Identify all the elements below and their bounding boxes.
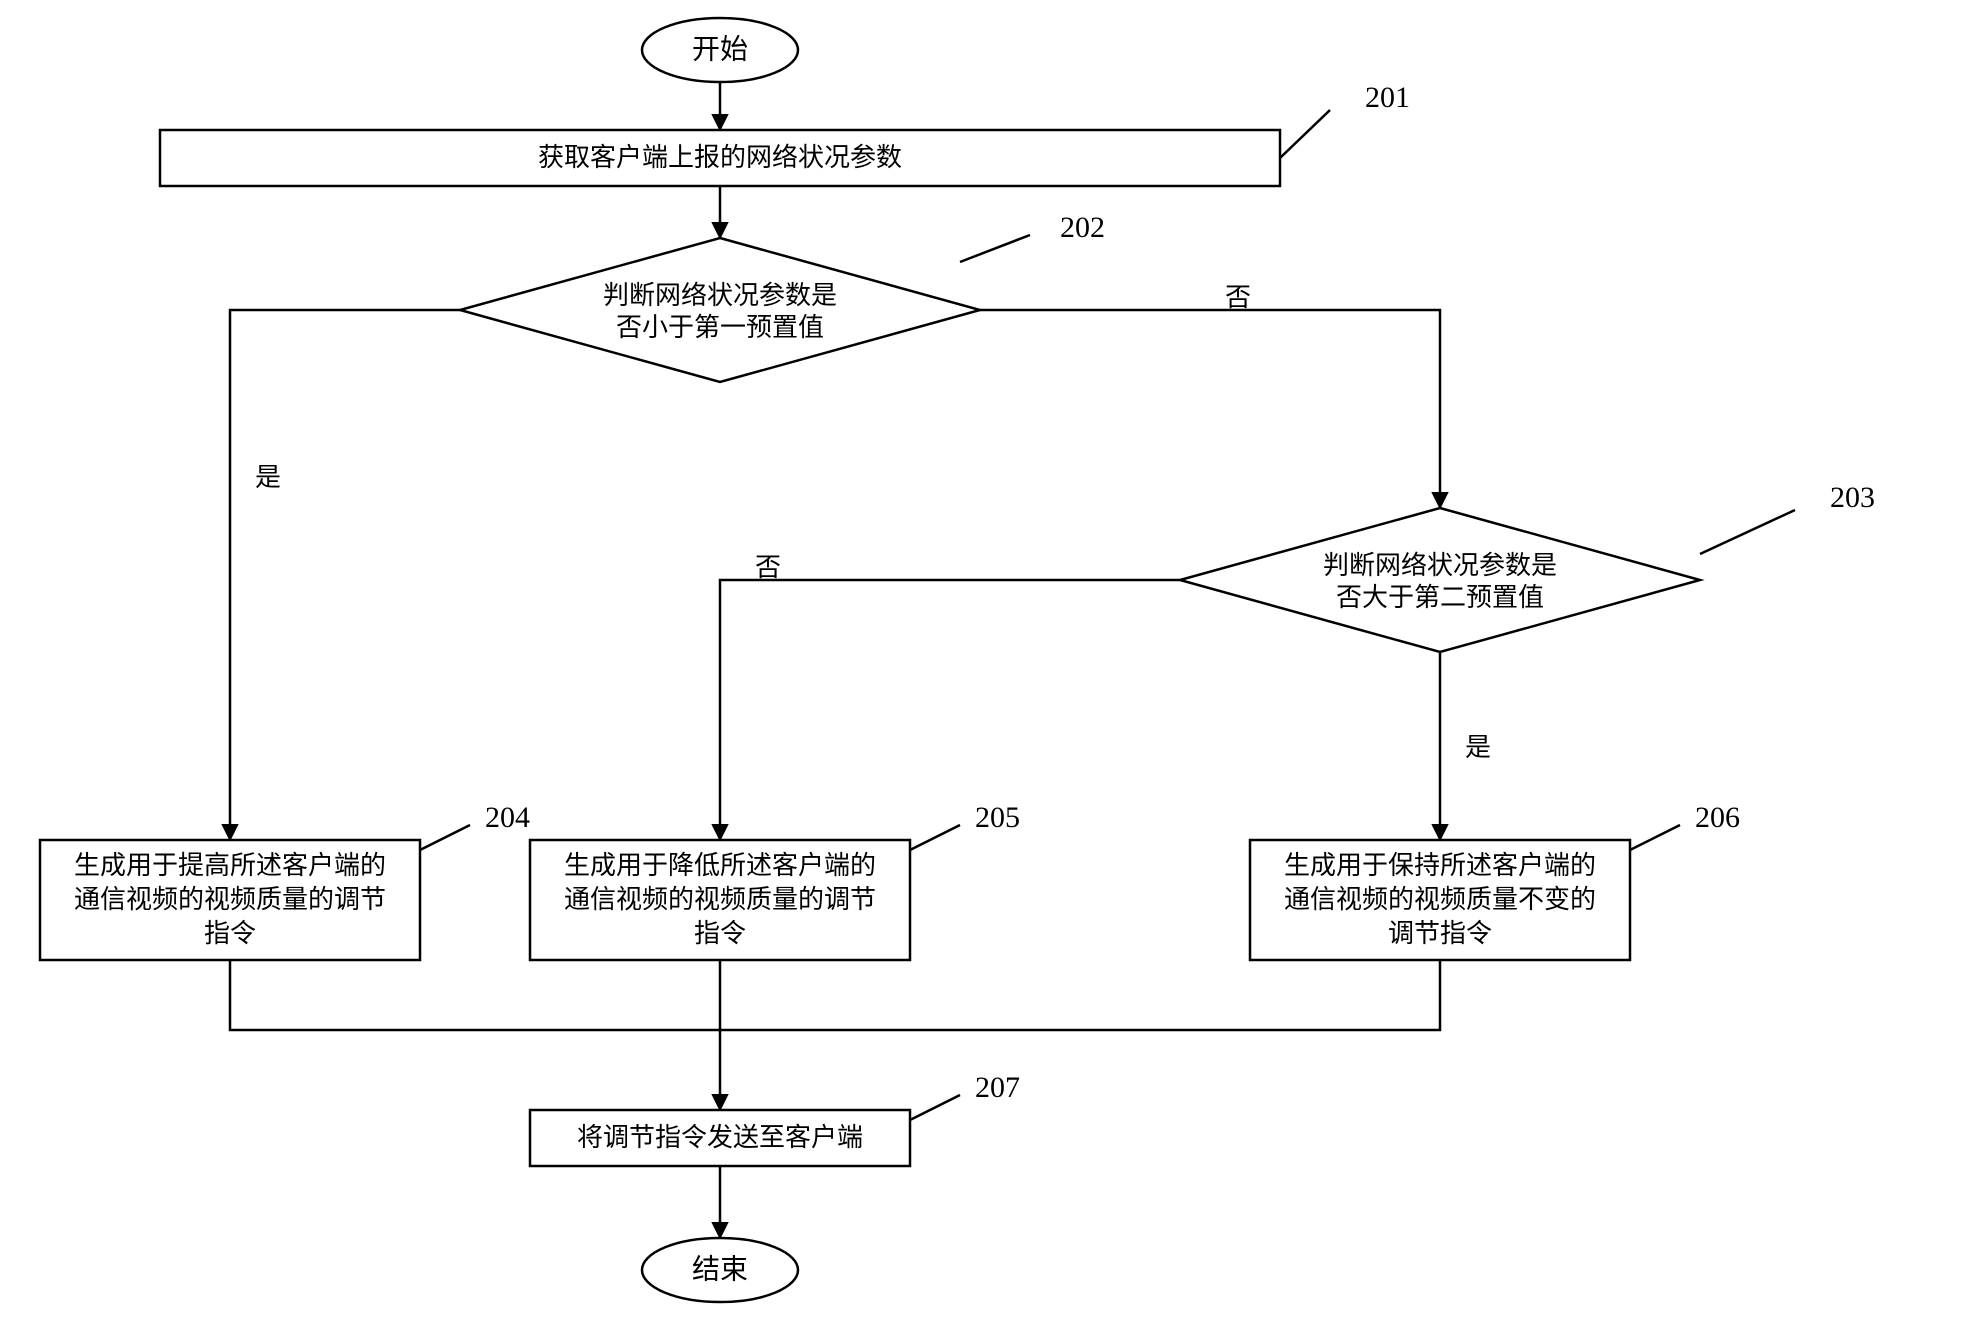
decision-202-callout: [960, 235, 1030, 262]
svg-text:否小于第一预置值: 否小于第一预置值: [616, 313, 824, 342]
svg-text:通信视频的视频质量的调节: 通信视频的视频质量的调节: [564, 885, 876, 914]
edge-202-yes: 是: [230, 310, 460, 840]
svg-text:生成用于保持所述客户端的: 生成用于保持所述客户端的: [1284, 851, 1596, 880]
edge-label: 否: [1225, 283, 1251, 312]
step-205-callout: [910, 825, 960, 850]
decision-203: [1180, 508, 1700, 652]
svg-text:指令: 指令: [694, 919, 746, 948]
svg-text:通信视频的视频质量的调节: 通信视频的视频质量的调节: [74, 885, 386, 914]
callout-number: 203: [1830, 481, 1875, 514]
svg-text:判断网络状况参数是: 判断网络状况参数是: [1323, 551, 1557, 580]
edge-label: 是: [255, 463, 281, 492]
step-201-callout: [1280, 110, 1330, 158]
end-terminator: 结束: [642, 1238, 798, 1302]
edges: 是否否是: [230, 82, 1491, 1238]
edge-203-no: 否: [720, 553, 1180, 840]
decision-202: [460, 238, 980, 382]
step-204-callout: [420, 825, 470, 850]
svg-text:调节指令: 调节指令: [1388, 919, 1492, 948]
decision-203-callout: [1700, 510, 1795, 554]
callout-number: 205: [975, 801, 1020, 834]
svg-text:生成用于降低所述客户端的: 生成用于降低所述客户端的: [564, 851, 876, 880]
start-terminator-label: 开始: [692, 33, 748, 65]
svg-text:否大于第二预置值: 否大于第二预置值: [1336, 583, 1544, 612]
edge-206-merge: [720, 960, 1440, 1030]
svg-text:获取客户端上报的网络状况参数: 获取客户端上报的网络状况参数: [538, 143, 902, 172]
edge-label: 否: [755, 553, 781, 582]
edge-203-yes: 是: [1440, 652, 1491, 840]
edge-204-merge: [230, 960, 720, 1030]
callout-number: 204: [485, 801, 530, 834]
svg-text:将调节指令发送至客户端: 将调节指令发送至客户端: [577, 1123, 863, 1152]
svg-text:指令: 指令: [204, 919, 256, 948]
callout-number: 207: [975, 1071, 1020, 1104]
step-207-callout: [910, 1095, 960, 1120]
svg-text:判断网络状况参数是: 判断网络状况参数是: [603, 281, 837, 310]
callout-number: 202: [1060, 211, 1105, 244]
svg-text:通信视频的视频质量不变的: 通信视频的视频质量不变的: [1284, 885, 1596, 914]
svg-text:生成用于提高所述客户端的: 生成用于提高所述客户端的: [74, 851, 386, 880]
step-206-callout: [1630, 825, 1680, 850]
edge-label: 是: [1465, 733, 1491, 762]
callout-number: 201: [1365, 81, 1410, 114]
edge-202-no: 否: [980, 283, 1440, 508]
callout-number: 206: [1695, 801, 1740, 834]
end-terminator-label: 结束: [692, 1253, 748, 1285]
start-terminator: 开始: [642, 18, 798, 82]
